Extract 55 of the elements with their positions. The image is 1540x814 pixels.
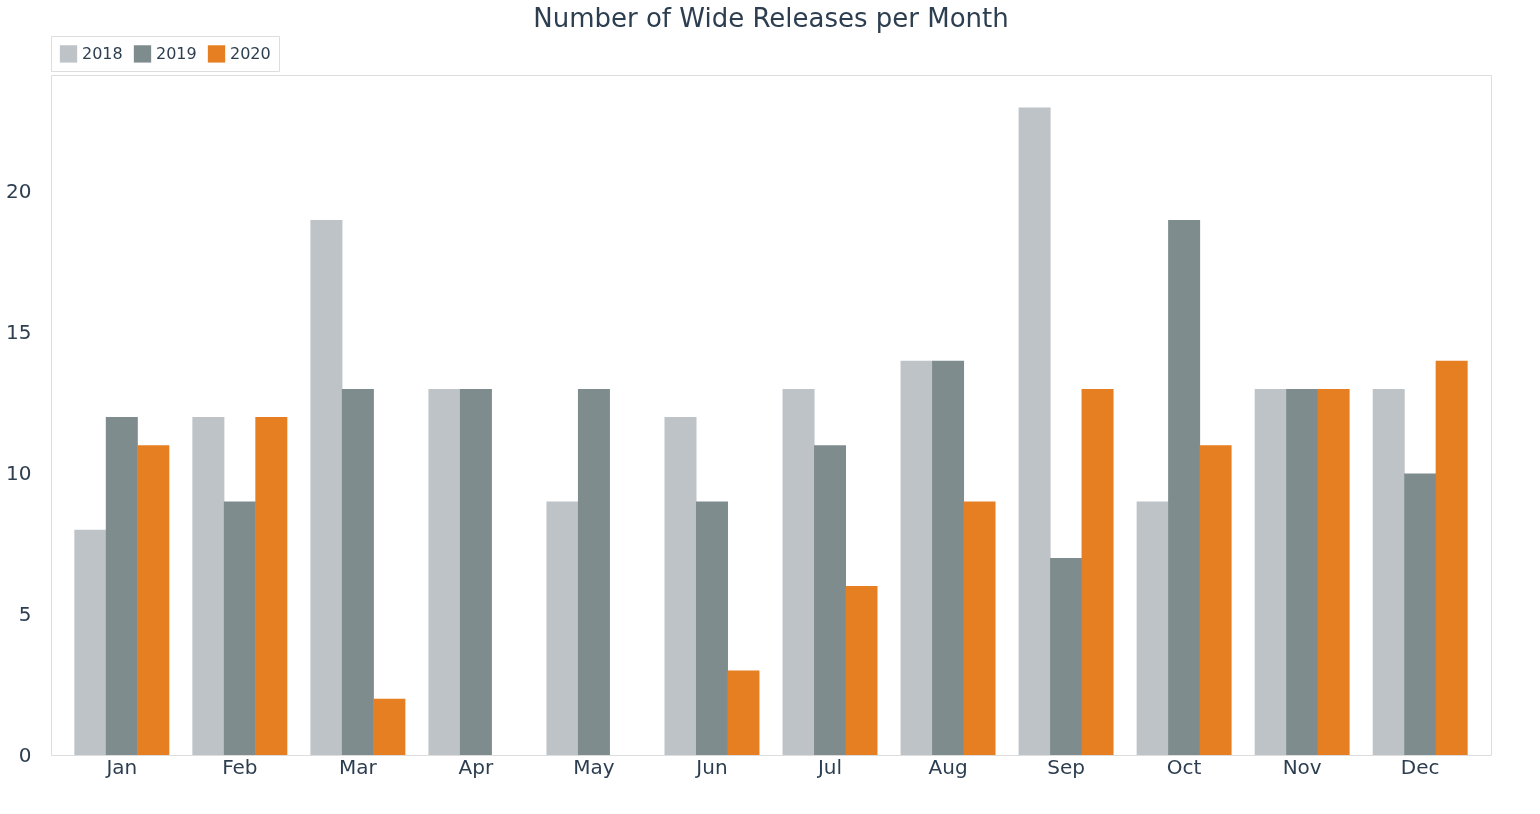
bar	[1081, 388, 1114, 755]
x-tick-label: Dec	[1400, 754, 1440, 779]
y-tick-label: 0	[18, 742, 32, 767]
x-tick-label: Oct	[1166, 754, 1202, 779]
bar	[1372, 388, 1405, 755]
bar	[727, 670, 760, 755]
y-tick-label: 15	[6, 320, 32, 345]
x-tick-label: Jun	[694, 754, 728, 779]
y-tick-label: 5	[18, 601, 32, 626]
bar	[310, 220, 343, 755]
bar	[105, 417, 138, 755]
y-tick-label: 10	[6, 460, 32, 485]
bar	[192, 417, 225, 755]
bar	[814, 445, 847, 755]
bar	[1136, 501, 1169, 755]
x-tick-label: Jul	[815, 754, 843, 779]
bar	[1317, 388, 1350, 755]
bar	[1050, 557, 1083, 755]
bar	[695, 501, 728, 755]
bar	[577, 388, 610, 755]
bar	[223, 501, 256, 755]
bar	[341, 388, 374, 755]
x-tick-label: Aug	[928, 754, 968, 779]
bar	[1404, 473, 1437, 755]
bar	[932, 360, 965, 755]
x-tick-label: Feb	[222, 754, 258, 779]
bar	[373, 698, 406, 755]
bar	[255, 417, 288, 755]
x-tick-label: Sep	[1047, 754, 1085, 779]
bar	[963, 501, 996, 755]
bar	[137, 445, 170, 755]
bar	[782, 388, 815, 755]
x-tick-label: Jan	[104, 754, 138, 779]
legend-label: 2019	[156, 43, 197, 63]
y-tick-label: 20	[6, 179, 32, 204]
x-tick-label: Nov	[1282, 754, 1322, 779]
bar	[428, 388, 461, 755]
bar	[1199, 445, 1232, 755]
bar	[459, 388, 492, 755]
legend-label: 2020	[230, 43, 271, 63]
bar	[1254, 388, 1287, 755]
bar	[1435, 360, 1468, 755]
bar	[845, 586, 878, 755]
x-tick-label: May	[573, 754, 615, 779]
bar	[900, 360, 933, 755]
x-tick-label: Apr	[458, 754, 494, 779]
chart-title: Number of Wide Releases per Month	[533, 2, 1009, 33]
bar	[74, 529, 107, 755]
x-tick-label: Mar	[339, 754, 378, 779]
bar	[1286, 388, 1319, 755]
bar	[546, 501, 579, 755]
bar	[1168, 220, 1201, 755]
bar	[664, 417, 697, 755]
legend-label: 2018	[82, 43, 123, 63]
bar	[1018, 107, 1051, 755]
